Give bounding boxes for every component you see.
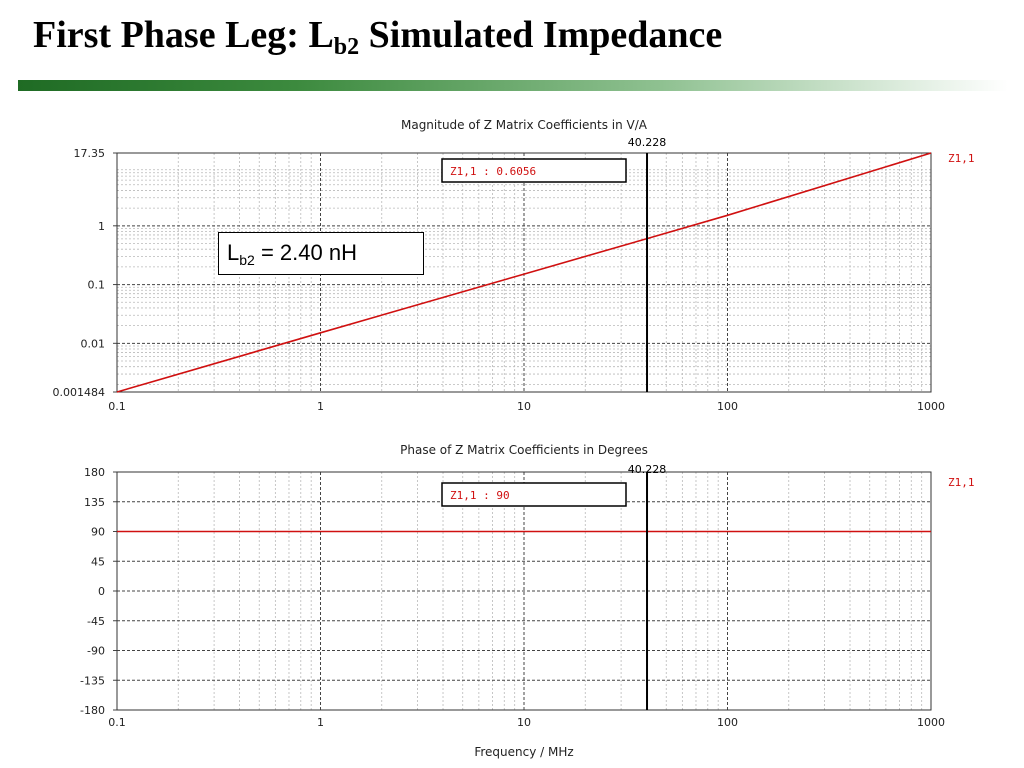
y-tick-label: 0.01 xyxy=(81,337,106,350)
plot-frame xyxy=(116,152,932,393)
inductance-annotation: Lb2 = 2.40 nH xyxy=(218,232,424,275)
x-tick-label: 1000 xyxy=(917,400,945,413)
title-accent-bar xyxy=(18,80,1008,91)
chart-title: Phase of Z Matrix Coefficients in Degree… xyxy=(400,443,648,457)
y-tick-label: 0.001484 xyxy=(53,386,106,399)
legend-entry: Z1,1 xyxy=(948,476,975,489)
x-tick-label: 10 xyxy=(517,716,531,729)
x-tick-label: 100 xyxy=(717,716,738,729)
title-rest: Simulated Impedance xyxy=(359,14,723,56)
y-tick-label: -180 xyxy=(80,704,105,717)
x-tick-label: 0.1 xyxy=(108,716,126,729)
marker-frequency-label: 40.228 xyxy=(628,136,667,149)
y-tick-label: 90 xyxy=(91,526,105,539)
y-tick-label: 45 xyxy=(91,555,105,568)
x-tick-label: 100 xyxy=(717,400,738,413)
y-tick-label: 0.1 xyxy=(88,279,106,292)
y-tick-label: 180 xyxy=(84,466,105,479)
x-tick-label: 1 xyxy=(317,716,324,729)
legend-entry: Z1,1 xyxy=(948,152,975,165)
annotation-subscript: b2 xyxy=(239,252,255,268)
y-tick-label: -45 xyxy=(87,615,105,628)
marker-readout-box xyxy=(441,482,627,507)
series-line-z11 xyxy=(116,152,932,393)
x-tick-label: 1000 xyxy=(917,716,945,729)
plot-frame xyxy=(116,471,932,711)
marker-readout: Z1,1 : 0.6056 xyxy=(450,165,536,178)
annotation-symbol: L xyxy=(227,240,240,265)
y-tick-label: -135 xyxy=(80,674,105,687)
title-subscript: b2 xyxy=(333,34,360,60)
x-tick-label: 1 xyxy=(317,400,324,413)
title-main: First Phase Leg: L xyxy=(33,14,334,56)
y-tick-label: 135 xyxy=(84,496,105,509)
slide-title: First Phase Leg: Lb2 Simulated Impedance xyxy=(33,14,723,60)
y-tick-label: -90 xyxy=(87,645,105,658)
x-tick-label: 0.1 xyxy=(108,400,126,413)
chart-title: Magnitude of Z Matrix Coefficients in V/… xyxy=(401,118,648,132)
x-axis-label: Frequency / MHz xyxy=(474,745,573,759)
annotation-value: = 2.40 nH xyxy=(254,240,357,265)
y-tick-label: 1 xyxy=(98,220,105,233)
y-tick-label: 0 xyxy=(98,585,105,598)
marker-readout-box xyxy=(441,158,627,183)
x-tick-label: 10 xyxy=(517,400,531,413)
y-tick-label: 17.35 xyxy=(74,147,106,160)
marker-frequency-label: 40.228 xyxy=(628,463,667,476)
marker-readout: Z1,1 : 90 xyxy=(450,489,510,502)
